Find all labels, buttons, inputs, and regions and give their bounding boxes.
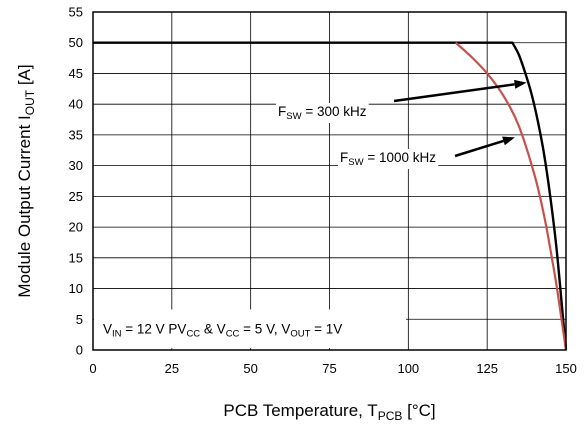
y-tick-label: 45 xyxy=(69,66,83,81)
x-tick-label: 50 xyxy=(243,361,257,376)
x-tick-labels: 0 25 50 75 100 125 150 xyxy=(89,361,576,376)
arrowhead-1000khz xyxy=(502,136,515,146)
condition-label: VIN = 12 V PVCC & VCC = 5 V, VOUT = 1V xyxy=(103,322,342,340)
arrow-1000khz xyxy=(454,139,504,158)
y-tick-label: 5 xyxy=(76,312,83,327)
plot-frame xyxy=(92,11,567,351)
annotations: FSW = 300 kHz FSW = 1000 kHz xyxy=(276,79,527,169)
y-tick-label: 50 xyxy=(69,35,83,50)
condition-box xyxy=(94,309,406,349)
y-tick-label: 0 xyxy=(76,343,83,358)
x-tick-label: 0 xyxy=(89,361,96,376)
series-1000khz-line xyxy=(454,41,568,351)
y-tick-labels: 0 5 10 15 20 25 30 35 40 45 50 55 xyxy=(69,5,83,358)
y-tick-label: 10 xyxy=(69,281,83,296)
y-tick-label: 55 xyxy=(69,5,83,20)
y-axis-title: Module Output Current IOUT [A] xyxy=(15,64,37,297)
y-tick-label: 25 xyxy=(69,189,83,204)
y-tick-label: 40 xyxy=(69,97,83,112)
x-tick-label: 150 xyxy=(555,361,577,376)
x-tick-label: 75 xyxy=(322,361,336,376)
y-tick-label: 15 xyxy=(69,250,83,265)
x-tick-label: 125 xyxy=(476,361,498,376)
y-tick-label: 20 xyxy=(69,220,83,235)
arrowhead-300khz xyxy=(514,79,527,89)
x-axis-title: PCB Temperature, TPCB [°C] xyxy=(223,401,435,423)
series-300khz-line xyxy=(93,41,568,351)
arrow-300khz xyxy=(393,83,515,103)
x-tick-label: 25 xyxy=(165,361,179,376)
annotation-300khz-background xyxy=(276,103,369,123)
x-tick-label: 100 xyxy=(397,361,419,376)
annotation-1000khz-background xyxy=(338,149,439,169)
annotation-300khz: FSW = 300 kHz xyxy=(278,104,367,122)
annotation-1000khz: FSW = 1000 kHz xyxy=(340,150,436,168)
series-lines xyxy=(93,41,568,351)
y-tick-label: 35 xyxy=(69,127,83,142)
y-tick-label: 30 xyxy=(69,158,83,173)
